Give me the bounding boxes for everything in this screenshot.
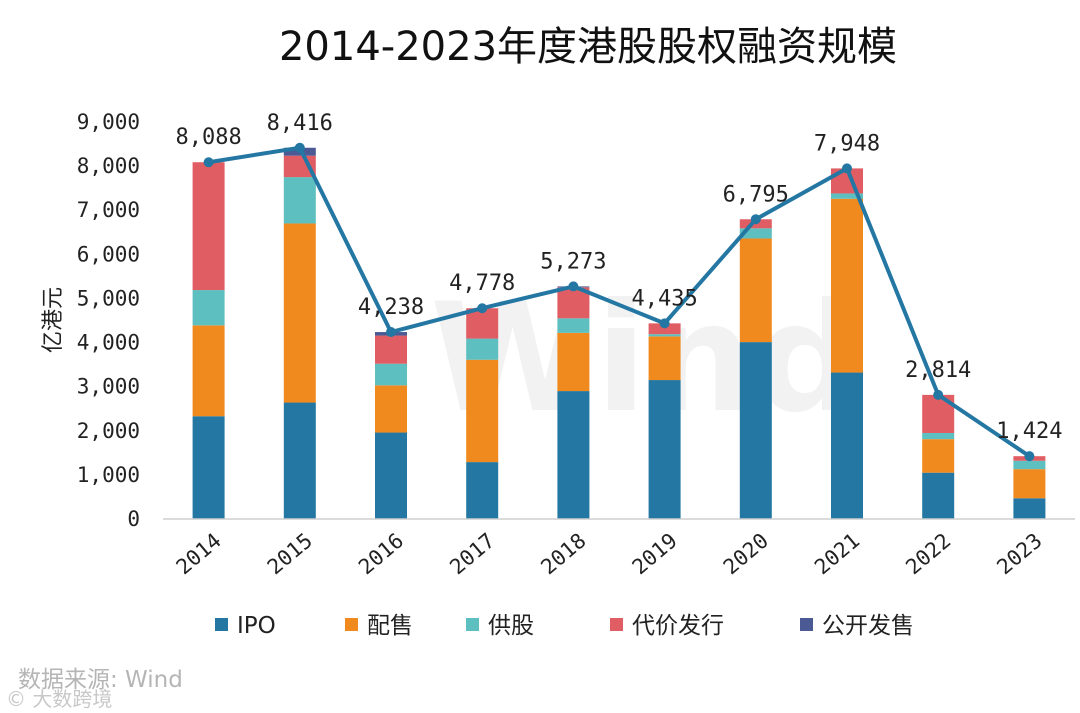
total-data-label: 1,424 — [996, 419, 1062, 444]
y-tick-label: 2,000 — [77, 419, 140, 443]
legend-swatch — [215, 618, 228, 631]
bar-segment-供股-2020 — [739, 228, 772, 239]
bar-segment-代价发行-2016 — [375, 335, 407, 364]
y-axis: 0 1,000 2,000 3,000 4,000 5,000 6,000 7,000 8,00… — [77, 110, 140, 531]
x-tick-label: 2022 — [901, 528, 955, 579]
watermark: © 大数跨境 — [6, 687, 113, 711]
total-line-point — [294, 142, 305, 153]
bar-segment-供股-2014 — [192, 290, 225, 326]
bar-segment-IPO-2020 — [739, 342, 772, 519]
total-data-label: 5,273 — [540, 249, 606, 274]
y-tick-label: 6,000 — [77, 242, 140, 266]
legend-swatch — [610, 618, 623, 631]
bar-segment-供股-2015 — [283, 177, 316, 224]
total-line-path — [208, 145, 1031, 458]
bar-segment-供股-2023 — [1013, 460, 1046, 470]
bar-segment-IPO-2021 — [831, 372, 863, 519]
x-tick-label: 2014 — [172, 528, 226, 579]
total-data-label: 4,778 — [449, 271, 515, 296]
bar-segment-配售-2018 — [557, 332, 590, 392]
bar-segment-IPO-2017 — [466, 462, 499, 519]
total-data-label: 4,435 — [631, 286, 697, 311]
y-tick-label: 8,000 — [77, 154, 140, 178]
bar-segment-供股-2022 — [922, 432, 955, 440]
total-data-label: 4,238 — [358, 295, 424, 320]
total-line-point — [933, 389, 944, 400]
bar-segment-配售-2023 — [1013, 469, 1046, 499]
y-tick-label: 5,000 — [77, 286, 140, 310]
bar-segment-IPO-2023 — [1013, 498, 1046, 519]
legend-label: 代价发行 — [632, 613, 724, 639]
bar-segment-配售-2020 — [739, 238, 772, 343]
y-tick-label: 3,000 — [77, 375, 140, 399]
bar-segment-配售-2016 — [375, 385, 407, 433]
total-line — [203, 142, 1035, 462]
y-tick-label: 1,000 — [77, 463, 140, 487]
total-data-label: 2,814 — [905, 358, 971, 383]
source-note: 数据来源: Wind — [18, 667, 183, 693]
data-labels: 8,088 8,416 4,238 4,778 5,273 4,435 6,795 7,948… — [175, 111, 1062, 444]
bar-segment-供股-2019 — [648, 334, 681, 337]
bar-segment-IPO-2019 — [648, 380, 681, 519]
bar-segment-IPO-2014 — [192, 416, 225, 519]
bar-segment-IPO-2015 — [283, 402, 316, 519]
bar-segment-IPO-2018 — [557, 391, 590, 519]
chart-title: 2014-2023年度港股股权融资规模 — [279, 24, 897, 70]
total-line-point — [477, 303, 488, 314]
x-tick-label: 2015 — [263, 528, 317, 579]
x-tick-label: 2019 — [628, 528, 682, 579]
total-line-point — [750, 214, 761, 225]
y-tick-label: 4,000 — [77, 331, 140, 355]
total-line-point — [842, 163, 852, 174]
bar-segment-配售-2019 — [648, 336, 681, 381]
legend-swatch — [800, 618, 813, 631]
bar-segment-代价发行-2019 — [648, 323, 681, 335]
legend-label: 配售 — [367, 613, 413, 639]
legend: IPO 配售 供股 代价发行 公开发售 — [215, 613, 914, 639]
bar-segment-代价发行-2017 — [466, 308, 499, 339]
total-data-label: 7,948 — [814, 131, 880, 156]
legend-label: IPO — [237, 613, 276, 639]
total-data-label: 8,088 — [175, 125, 241, 150]
total-line-point — [568, 281, 579, 292]
x-axis: 2014 2015 2016 2017 2018 2019 2020 2021 2022 2023 — [172, 528, 1047, 579]
bar-series — [192, 147, 1046, 519]
bar-segment-配售-2021 — [831, 198, 863, 373]
y-tick-label: 9,000 — [77, 110, 140, 134]
total-line-point — [203, 157, 214, 168]
total-line-point — [386, 327, 396, 338]
bar-segment-IPO-2016 — [375, 432, 407, 519]
bar-segment-配售-2014 — [192, 325, 225, 417]
total-data-label: 6,795 — [723, 182, 789, 207]
bar-segment-配售-2022 — [922, 439, 955, 473]
x-tick-label: 2016 — [354, 528, 408, 579]
y-axis-label: 亿港元 — [41, 287, 66, 353]
y-tick-label: 0 — [127, 507, 140, 531]
x-tick-label: 2017 — [445, 528, 499, 579]
bar-segment-配售-2015 — [283, 223, 316, 403]
total-line-point — [1024, 451, 1035, 462]
legend-swatch — [466, 618, 479, 631]
total-data-label: 8,416 — [267, 111, 333, 136]
bar-segment-IPO-2022 — [922, 472, 955, 519]
background-watermark: Wind — [430, 272, 861, 446]
bar-segment-供股-2018 — [557, 318, 590, 333]
legend-swatch — [345, 618, 358, 631]
bar-segment-代价发行-2014 — [192, 162, 225, 291]
bar-segment-供股-2017 — [466, 338, 499, 360]
total-line-point — [659, 318, 670, 329]
x-tick-label: 2018 — [536, 528, 590, 579]
bar-segment-供股-2016 — [375, 363, 407, 386]
x-tick-label: 2021 — [810, 528, 864, 579]
legend-label: 公开发售 — [822, 613, 914, 639]
y-tick-label: 7,000 — [77, 198, 140, 222]
bar-segment-供股-2021 — [831, 193, 863, 199]
legend-label: 供股 — [488, 613, 534, 639]
x-tick-label: 2023 — [992, 528, 1046, 579]
x-tick-label: 2020 — [719, 528, 773, 579]
bar-segment-配售-2017 — [466, 359, 499, 463]
